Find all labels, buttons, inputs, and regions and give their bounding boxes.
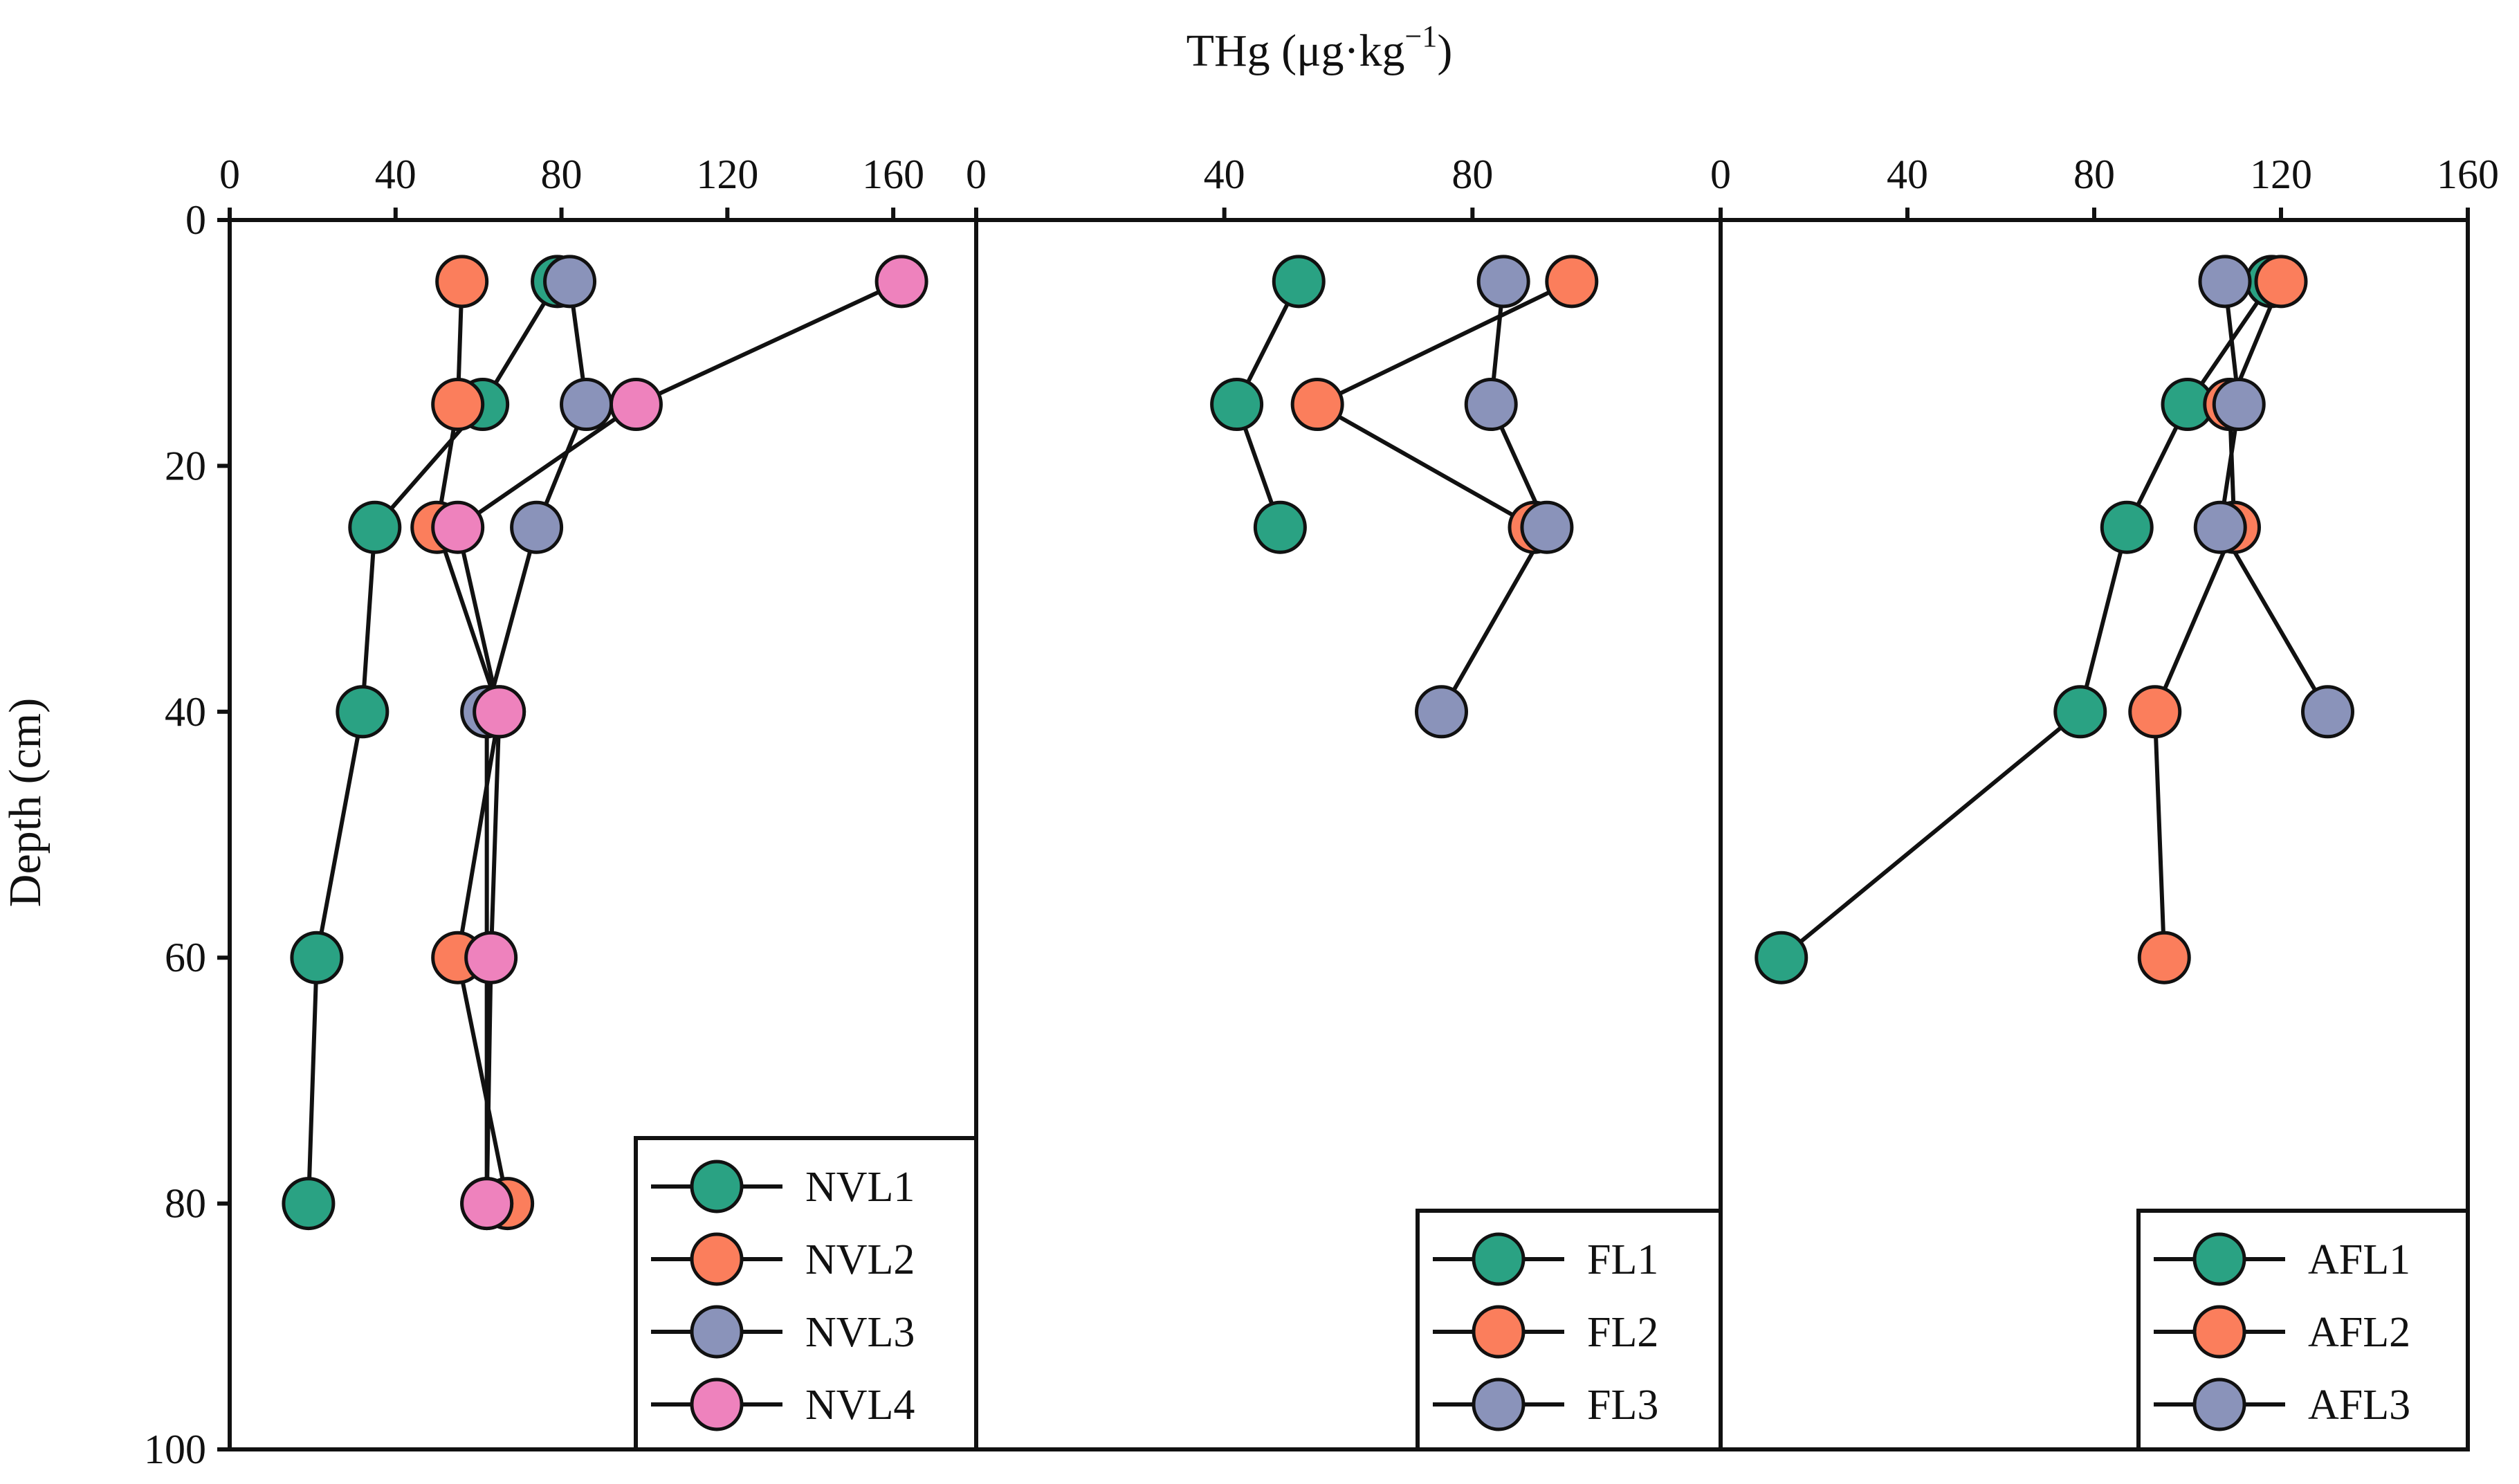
data-point-nvl3 bbox=[510, 500, 564, 554]
data-point-fl2 bbox=[1290, 378, 1344, 432]
panel-1: 0 40 80 120 160 NVL1 NVL2 NVL3 NVL4 bbox=[219, 152, 978, 1451]
y-axis-title: Depth (cm) bbox=[0, 698, 51, 907]
series-line-nvl1 bbox=[306, 280, 560, 1204]
data-point-afl3 bbox=[2301, 685, 2354, 739]
data-point-nvl2 bbox=[431, 378, 485, 432]
data-point-fl1 bbox=[1210, 378, 1264, 432]
series-line-afl3 bbox=[2218, 281, 2330, 713]
x-tick-label: 40 bbox=[375, 152, 416, 197]
legend-label-nvl2: NVL2 bbox=[805, 1236, 915, 1283]
data-point-fl3 bbox=[1476, 255, 1530, 309]
legend-marker-nvl2 bbox=[690, 1232, 744, 1286]
legend-marker-afl2 bbox=[2192, 1305, 2246, 1359]
x-tick-label: 160 bbox=[862, 152, 924, 197]
x-tick-label: 0 bbox=[219, 152, 240, 197]
legend: NVL1 NVL2 NVL3 NVL4 bbox=[634, 1136, 978, 1451]
legend-label-afl3: AFL3 bbox=[2308, 1382, 2410, 1429]
x-axis-title-text: THg (μg·kg bbox=[1187, 26, 1405, 76]
legend: AFL1 AFL2 AFL3 bbox=[2136, 1209, 2470, 1451]
x-tick-label: 160 bbox=[2437, 152, 2499, 197]
depth-axis: 0 20 40 60 80 100 bbox=[144, 197, 230, 1472]
legend-label-afl1: AFL1 bbox=[2308, 1236, 2410, 1283]
data-point-afl3 bbox=[2198, 255, 2252, 309]
x-tick-label: 80 bbox=[1451, 152, 1493, 197]
data-point-fl3 bbox=[1415, 685, 1468, 739]
data-point-afl3 bbox=[2212, 378, 2266, 432]
data-point-afl1 bbox=[1755, 931, 1808, 984]
series-line-fl3 bbox=[1439, 281, 1549, 713]
legend: FL1 FL2 FL3 bbox=[1416, 1209, 1723, 1451]
x-axis-title-close: ) bbox=[1437, 26, 1452, 76]
x-tick-label: 0 bbox=[966, 152, 987, 197]
data-point-afl3 bbox=[2193, 500, 2247, 554]
legend-marker-nvl3 bbox=[690, 1305, 744, 1359]
x-tick-label: 80 bbox=[2073, 152, 2115, 197]
data-point-afl2 bbox=[2137, 931, 2191, 984]
legend-marker-afl3 bbox=[2192, 1377, 2246, 1431]
legend-marker-fl2 bbox=[1472, 1305, 1526, 1359]
data-point-nvl1 bbox=[348, 500, 402, 554]
x-axis-title-superscript: −1 bbox=[1405, 19, 1438, 53]
legend-label-fl1: FL1 bbox=[1587, 1236, 1658, 1283]
legend-marker-nvl1 bbox=[690, 1160, 744, 1213]
data-point-fl2 bbox=[1545, 255, 1599, 309]
legend-label-nvl1: NVL1 bbox=[805, 1164, 915, 1211]
x-tick-label: 0 bbox=[1710, 152, 1731, 197]
legend-label-nvl4: NVL4 bbox=[805, 1382, 915, 1429]
data-point-nvl3 bbox=[543, 255, 597, 309]
legend-marker-nvl4 bbox=[690, 1377, 744, 1431]
x-tick-label: 120 bbox=[696, 152, 758, 197]
legend-label-nvl3: NVL3 bbox=[805, 1309, 915, 1356]
x-axis-title: THg (μg·kg−1) bbox=[1187, 19, 1453, 76]
x-tick-label: 40 bbox=[1887, 152, 1928, 197]
legend-marker-fl1 bbox=[1472, 1232, 1526, 1286]
data-point-afl2 bbox=[2254, 255, 2308, 309]
y-tick-label: 0 bbox=[185, 197, 206, 243]
x-tick-label: 40 bbox=[1204, 152, 1245, 197]
y-tick-label: 20 bbox=[165, 443, 206, 488]
legend-label-fl3: FL3 bbox=[1587, 1382, 1658, 1429]
legend-marker-fl3 bbox=[1472, 1377, 1526, 1431]
data-point-nvl3 bbox=[560, 378, 614, 432]
data-point-afl2 bbox=[2128, 685, 2182, 739]
data-point-afl1 bbox=[2100, 500, 2154, 554]
y-tick-label: 40 bbox=[165, 689, 206, 735]
data-point-nvl4 bbox=[460, 1177, 514, 1231]
y-tick-label: 80 bbox=[165, 1181, 206, 1227]
data-point-nvl1 bbox=[290, 931, 344, 984]
data-point-afl1 bbox=[2053, 685, 2107, 739]
legend-marker-afl1 bbox=[2192, 1232, 2246, 1286]
panel-3: 0 40 80 120 160 AFL1 AFL2 AFL3 bbox=[1710, 152, 2499, 1451]
legend-label-afl2: AFL2 bbox=[2308, 1309, 2410, 1356]
data-point-nvl4 bbox=[874, 255, 928, 309]
y-tick-label: 100 bbox=[144, 1427, 206, 1472]
data-point-nvl4 bbox=[431, 500, 485, 554]
data-point-nvl4 bbox=[473, 685, 526, 739]
data-point-nvl4 bbox=[464, 931, 518, 984]
panel-2: 0 40 80 FL1 FL2 FL3 bbox=[966, 152, 1723, 1451]
data-point-fl3 bbox=[1464, 378, 1518, 432]
legend-label-fl2: FL2 bbox=[1587, 1309, 1658, 1356]
series-line-nvl4 bbox=[455, 280, 903, 1204]
series-line-fl2 bbox=[1315, 280, 1573, 529]
x-tick-label: 80 bbox=[541, 152, 583, 197]
data-point-nvl2 bbox=[435, 255, 489, 309]
data-point-fl1 bbox=[1253, 500, 1307, 554]
data-point-fl3 bbox=[1520, 500, 1574, 554]
data-point-nvl4 bbox=[609, 378, 663, 432]
y-tick-label: 60 bbox=[165, 935, 206, 980]
x-tick-label: 120 bbox=[2250, 152, 2312, 197]
data-point-fl1 bbox=[1272, 255, 1326, 309]
data-point-nvl1 bbox=[336, 685, 390, 739]
data-point-nvl1 bbox=[282, 1177, 336, 1231]
